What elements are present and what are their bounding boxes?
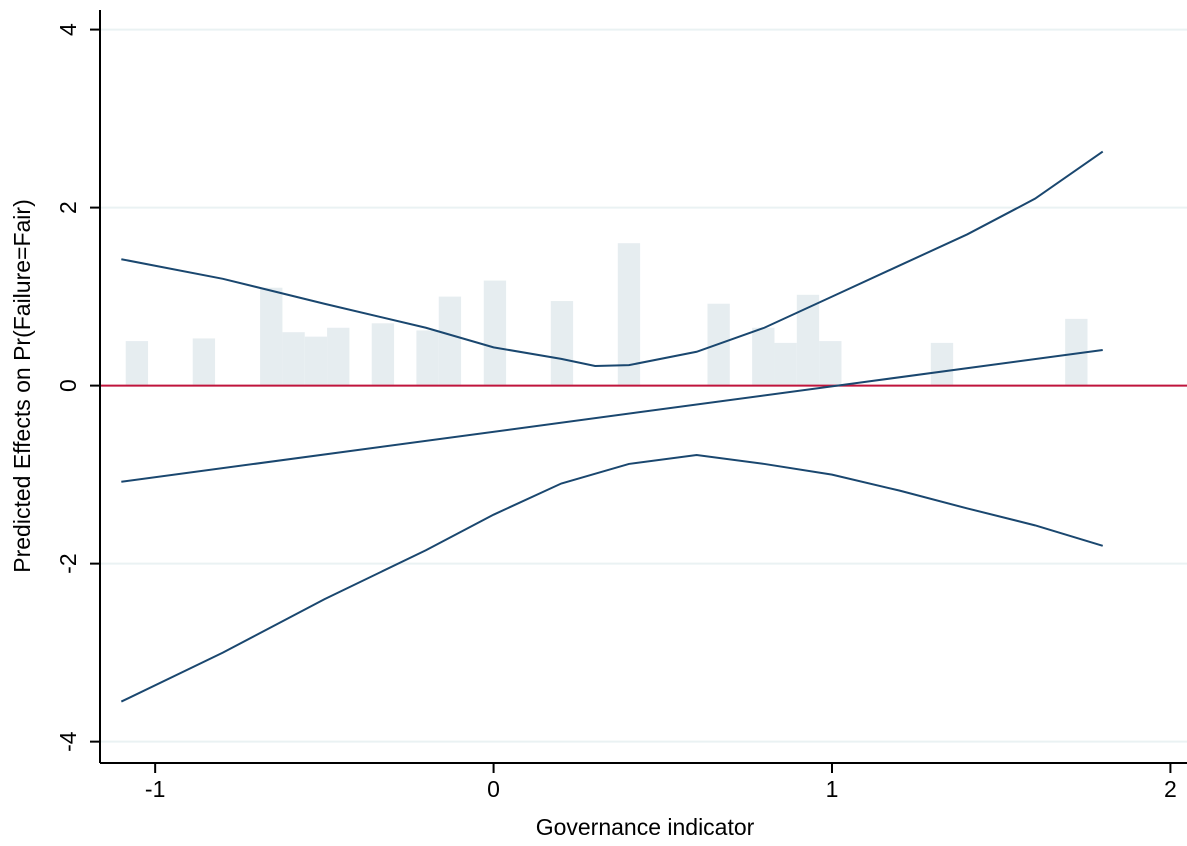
y-tick-label: 2 bbox=[55, 201, 81, 214]
histogram-bar bbox=[438, 296, 462, 386]
y-tick-label: -2 bbox=[55, 553, 81, 573]
x-tick-label: 0 bbox=[487, 776, 500, 802]
histogram-bar bbox=[192, 338, 216, 386]
y-axis-label: Predicted Effects on Pr(Failure=Fair) bbox=[9, 199, 35, 572]
histogram-bar bbox=[327, 327, 350, 386]
histogram-bar bbox=[774, 342, 797, 386]
line bbox=[121, 349, 1103, 483]
histogram-bar bbox=[260, 287, 283, 386]
x-axis-label: Governance indicator bbox=[536, 814, 755, 840]
histogram-bar bbox=[752, 327, 775, 386]
histogram-bar bbox=[617, 243, 641, 386]
y-tick-label: 0 bbox=[55, 379, 81, 392]
line bbox=[120, 454, 1104, 703]
x-tick-label: -1 bbox=[145, 776, 165, 802]
x-tick-label: 1 bbox=[826, 776, 839, 802]
histogram-bar bbox=[483, 280, 507, 386]
histogram-bar bbox=[282, 332, 305, 386]
y-tick-label: -4 bbox=[55, 731, 81, 752]
y-tick-label: 4 bbox=[55, 23, 81, 36]
line bbox=[121, 150, 1104, 368]
histogram-bar bbox=[819, 341, 842, 386]
x-tick-label: 2 bbox=[1164, 776, 1177, 802]
histogram-bar bbox=[304, 336, 328, 386]
histogram-bar bbox=[371, 323, 395, 386]
histogram-bar bbox=[930, 342, 954, 386]
histogram-bar bbox=[550, 301, 574, 386]
histogram-bar bbox=[416, 330, 439, 386]
histogram-bar bbox=[1065, 318, 1088, 386]
histogram-bar bbox=[125, 341, 149, 386]
histogram-bar bbox=[796, 294, 820, 386]
